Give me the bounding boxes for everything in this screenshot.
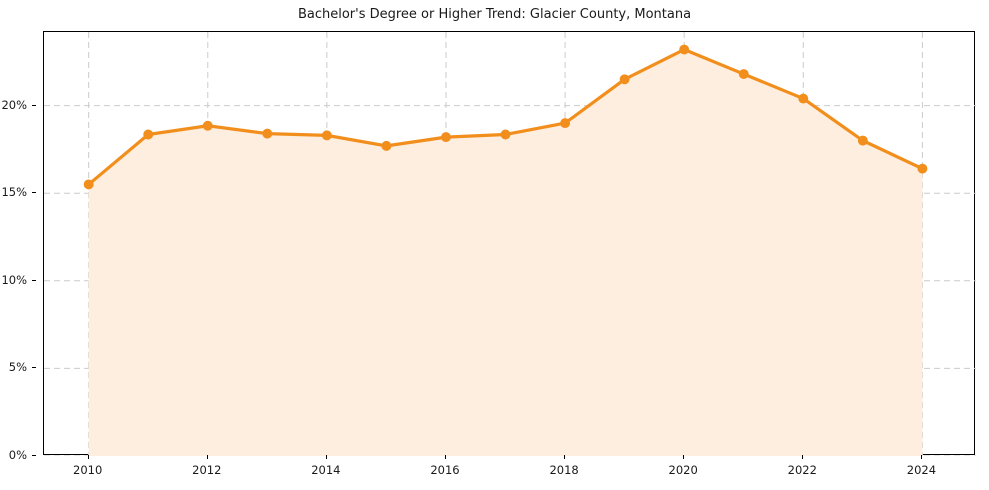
y-axis-tick-label: 5% bbox=[8, 360, 27, 375]
data-point-marker bbox=[679, 44, 690, 55]
x-axis-tick-mark bbox=[87, 455, 89, 459]
x-axis-tick-label: 2016 bbox=[430, 463, 460, 477]
y-axis-tick-label: 10% bbox=[1, 272, 27, 287]
plot-area bbox=[43, 31, 976, 456]
y-axis-tick-mark bbox=[32, 192, 36, 194]
x-axis-tick-label: 2014 bbox=[311, 463, 341, 477]
x-axis-tick-mark bbox=[325, 455, 327, 459]
y-axis-tick-label: 15% bbox=[1, 185, 27, 200]
data-point-marker bbox=[83, 179, 94, 190]
x-axis-tick-label: 2022 bbox=[787, 463, 817, 477]
x-axis-tick-labels: 2010 2012 2014 2016 2018 2020 2022 2024 bbox=[43, 455, 975, 485]
y-axis-tick-label: 20% bbox=[1, 97, 27, 112]
data-point-marker bbox=[619, 74, 630, 85]
data-point-marker bbox=[738, 69, 749, 79]
data-point-marker bbox=[441, 132, 451, 143]
data-point-marker bbox=[321, 130, 332, 141]
x-axis-tick-mark bbox=[564, 455, 566, 459]
data-point-marker bbox=[143, 129, 154, 140]
data-point-marker bbox=[202, 120, 213, 131]
data-point-marker bbox=[500, 129, 511, 140]
y-axis-tick-mark bbox=[32, 104, 36, 106]
y-axis-tick-mark bbox=[32, 279, 36, 281]
area-fill bbox=[88, 49, 923, 456]
data-point-marker bbox=[857, 135, 868, 146]
data-point-marker bbox=[917, 163, 928, 174]
chart-title: Bachelor's Degree or Higher Trend: Glaci… bbox=[297, 7, 692, 22]
chart-canvas bbox=[44, 32, 976, 456]
x-axis-tick-mark bbox=[802, 455, 804, 459]
x-axis-tick-label: 2020 bbox=[668, 463, 698, 477]
x-axis-tick-mark bbox=[921, 455, 923, 459]
data-point-marker bbox=[381, 140, 392, 151]
data-point-markers bbox=[83, 44, 928, 190]
y-axis-tick-mark bbox=[32, 455, 36, 456]
x-axis-tick-label: 2010 bbox=[73, 463, 103, 477]
x-axis-tick-label: 2024 bbox=[906, 463, 937, 477]
y-axis-tick-labels: 0% 5% 10% 15% 20% bbox=[0, 31, 36, 462]
data-point-marker bbox=[262, 128, 273, 139]
x-axis-tick-label: 2012 bbox=[192, 463, 222, 477]
x-axis-tick-label: 2018 bbox=[549, 463, 579, 477]
y-axis-tick-label: 0% bbox=[8, 448, 27, 462]
data-point-marker bbox=[560, 118, 571, 129]
y-axis-tick-mark bbox=[32, 367, 36, 369]
x-axis-tick-mark bbox=[683, 455, 685, 459]
x-axis-tick-mark bbox=[444, 455, 446, 459]
data-point-marker bbox=[798, 93, 809, 104]
x-axis-tick-mark bbox=[206, 455, 208, 459]
